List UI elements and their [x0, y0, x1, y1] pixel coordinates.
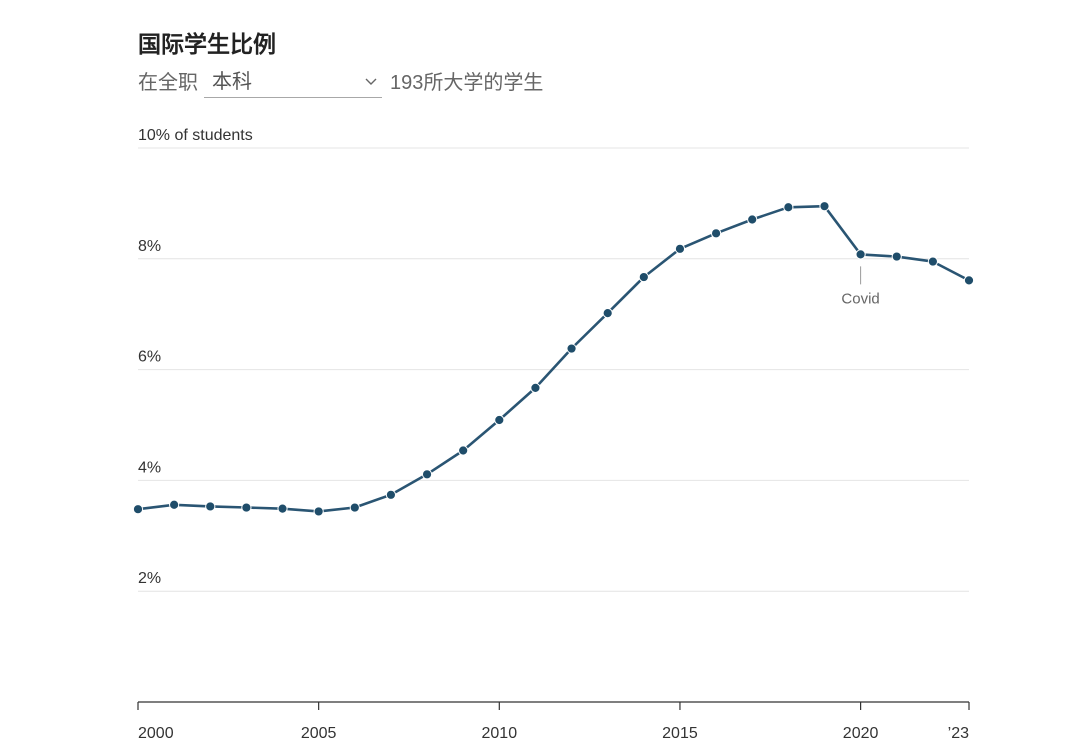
x-tick-label: 2015: [662, 725, 698, 742]
data-point: [458, 445, 469, 456]
data-point: [530, 382, 541, 393]
data-point: [566, 343, 577, 354]
y-tick-label: 8%: [138, 238, 161, 255]
data-point: [747, 214, 758, 225]
y-tick-label: 6%: [138, 349, 161, 366]
subtitle-prefix: 在全职: [138, 72, 198, 94]
data-point: [819, 201, 830, 212]
y-tick-label: 4%: [138, 459, 161, 476]
data-point: [710, 228, 722, 239]
data-point: [421, 469, 433, 480]
data-point: [927, 256, 938, 267]
x-axis: 2000 2005 2010 2015 2020 ’23: [137, 701, 970, 742]
subtitle-row: 在全职 本科 193所大学的学生: [138, 68, 543, 98]
data-point: [891, 251, 902, 262]
data-point: [349, 502, 360, 513]
data-point: [385, 489, 397, 500]
dropdown-selected-value: 本科: [212, 71, 252, 93]
x-tick-label: 2020: [843, 725, 879, 742]
data-point: [169, 499, 180, 510]
data-point: [241, 502, 252, 513]
data-point: [205, 501, 216, 512]
data-point: [963, 275, 975, 286]
subtitle-suffix: 193所大学的学生: [390, 72, 544, 94]
data-point: [855, 249, 866, 260]
y-tick-label: 2%: [138, 570, 161, 587]
data-point: [494, 414, 505, 426]
data-point: [638, 271, 649, 283]
series-line: [137, 204, 970, 513]
data-point: [313, 506, 324, 517]
gridlines: 10% of students 8% 6% 4% 2%: [138, 127, 969, 592]
data-point: [674, 243, 686, 254]
y-tick-label: 10% of students: [138, 127, 253, 144]
chart-header: 国际学生比例 在全职 本科 193所大学的学生: [138, 30, 938, 98]
data-point: [132, 504, 144, 515]
annotation-label: Covid: [841, 290, 879, 307]
chart-title: 国际学生比例: [138, 31, 276, 57]
data-point: [783, 202, 794, 213]
x-tick-label: 2010: [482, 725, 518, 742]
x-tick-label: ’23: [948, 725, 969, 742]
x-tick-label: 2005: [301, 725, 337, 742]
data-point: [602, 307, 613, 319]
series: [132, 201, 975, 517]
chevron-down-icon: [365, 78, 377, 85]
degree-level-dropdown[interactable]: 本科: [204, 68, 382, 98]
x-tick-label: 2000: [138, 725, 174, 742]
annotations: Covid: [841, 266, 880, 307]
data-point: [277, 503, 288, 514]
